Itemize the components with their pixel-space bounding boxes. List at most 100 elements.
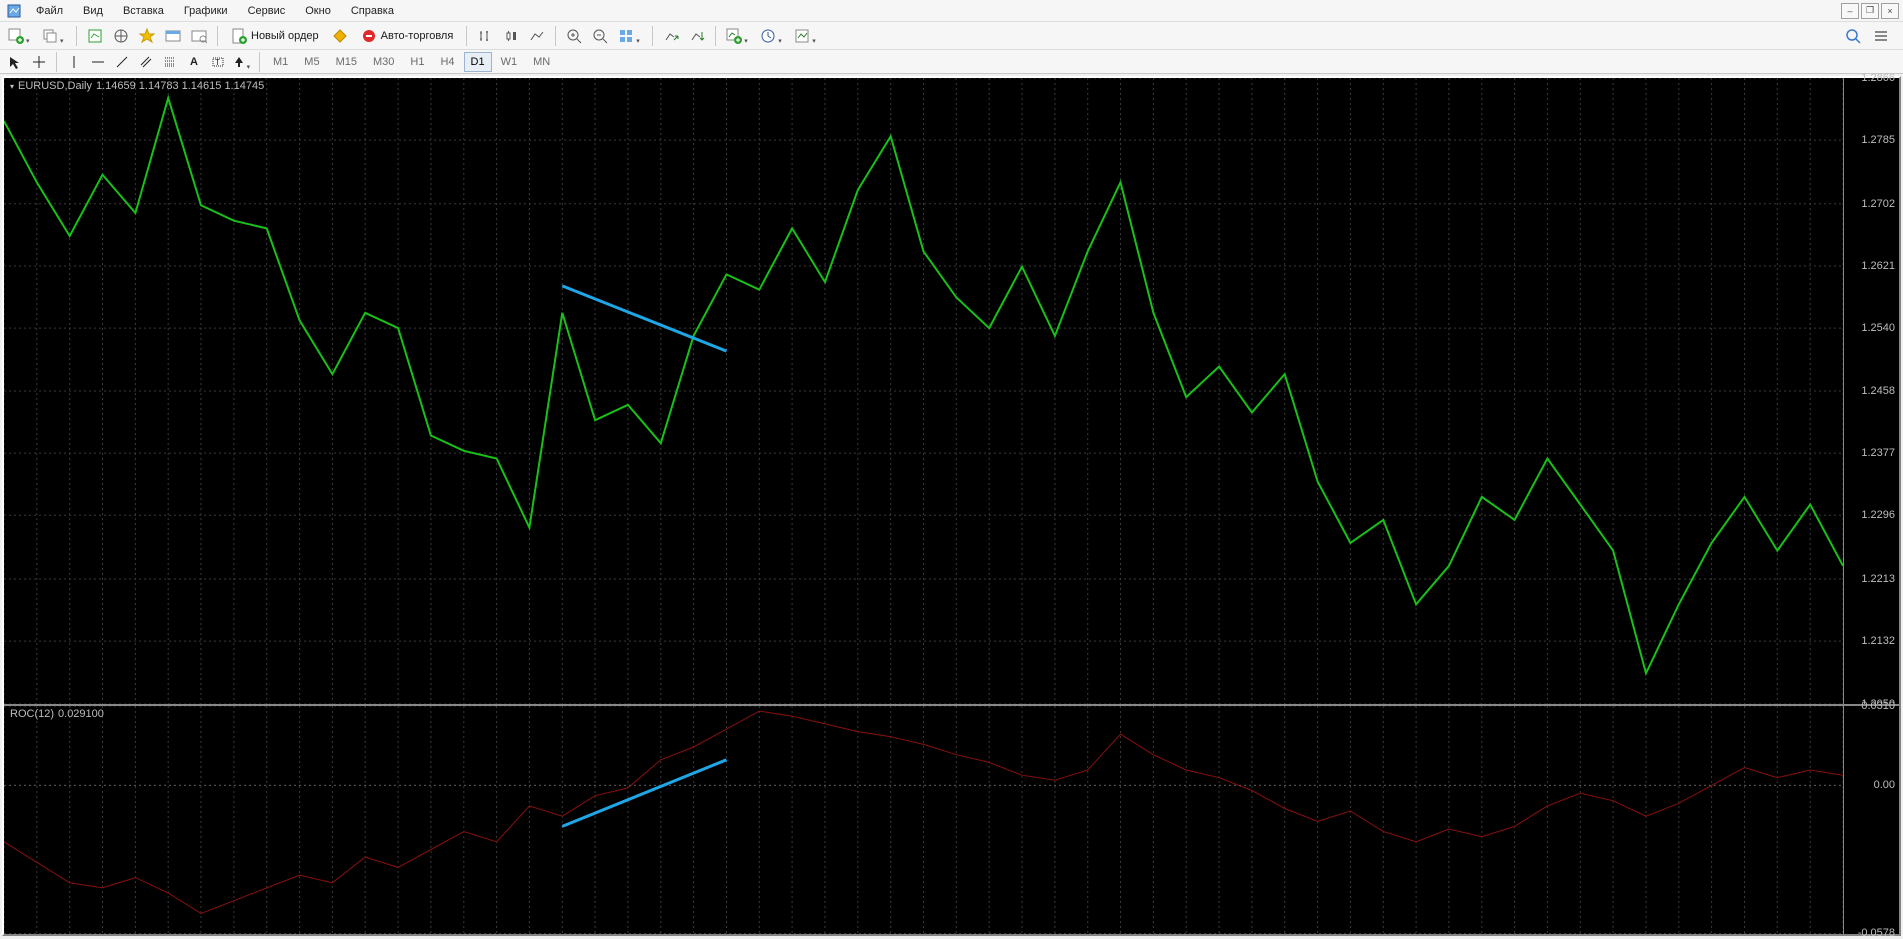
indicator-value: 0.029100 — [58, 708, 104, 720]
separator — [652, 26, 653, 46]
separator — [76, 26, 77, 46]
ytick-label: 1.2785 — [1861, 134, 1895, 146]
ytick-label: 1.2377 — [1861, 447, 1895, 459]
tile-windows-button[interactable] — [614, 25, 646, 47]
auto-trade-label: Авто-торговля — [381, 30, 454, 42]
indicator-label[interactable]: ROC(12) 0.029100 — [10, 708, 104, 720]
text-label-tool[interactable]: T — [207, 52, 229, 72]
main-plot[interactable]: EURUSD,Daily 1.14659 1.14783 1.14615 1.1… — [4, 78, 1843, 704]
ytick-label: 1.2132 — [1861, 635, 1895, 647]
ohlc-label: 1.14659 1.14783 1.14615 1.14745 — [96, 80, 264, 92]
chart-shift-button[interactable] — [685, 25, 709, 47]
timeframe-m30[interactable]: M30 — [366, 52, 401, 72]
window-controls: – ❐ × — [1841, 3, 1903, 19]
toolbar-timeframe: A T M1 M5 M15 M30 H1 H4 D1 W1 MN — [0, 50, 1903, 74]
main-series — [4, 78, 1843, 704]
menu-window[interactable]: Окно — [295, 2, 341, 20]
search-button[interactable] — [1841, 25, 1865, 47]
main-chart-label[interactable]: EURUSD,Daily 1.14659 1.14783 1.14615 1.1… — [10, 80, 264, 92]
close-button[interactable]: × — [1881, 3, 1899, 19]
ytick-label: -0.0578 — [1858, 927, 1895, 939]
chart-area: EURUSD,Daily 1.14659 1.14783 1.14615 1.1… — [2, 76, 1901, 936]
line-chart-button[interactable] — [525, 25, 549, 47]
timeframe-d1[interactable]: D1 — [464, 52, 492, 72]
fibonacci-tool[interactable] — [159, 52, 181, 72]
zoom-in-button[interactable] — [562, 25, 586, 47]
new-order-label: Новый ордер — [251, 30, 319, 42]
menubar: Файл Вид Вставка Графики Сервис Окно Спр… — [0, 0, 1903, 22]
menu-service[interactable]: Сервис — [238, 2, 296, 20]
dropdown-icon — [60, 34, 66, 38]
minimize-button[interactable]: – — [1841, 3, 1859, 19]
ytick-label: 1.2213 — [1861, 573, 1895, 585]
menu-view[interactable]: Вид — [73, 2, 113, 20]
cursor-tool[interactable] — [4, 52, 26, 72]
menu-help[interactable]: Справка — [341, 2, 404, 20]
options-button[interactable] — [1869, 25, 1893, 47]
dropdown-icon — [778, 34, 784, 38]
ytick-label: 0.0310 — [1861, 700, 1895, 712]
toolbar-right — [1841, 25, 1899, 47]
profiles-button[interactable] — [38, 25, 70, 47]
main-y-axis: 1.28661.27851.27021.26211.25401.24581.23… — [1843, 78, 1899, 704]
bar-chart-button[interactable] — [473, 25, 497, 47]
ytick-label: 1.2296 — [1861, 509, 1895, 521]
vertical-line-tool[interactable] — [63, 52, 85, 72]
indicator-pane: ROC(12) 0.029100 0.03100.00-0.0578 — [4, 704, 1899, 934]
ytick-label: 1.2702 — [1861, 198, 1895, 210]
trendline-tool[interactable] — [111, 52, 133, 72]
periods-button[interactable] — [756, 25, 788, 47]
main-chart-pane: EURUSD,Daily 1.14659 1.14783 1.14615 1.1… — [4, 78, 1899, 704]
ytick-label: 1.2458 — [1861, 385, 1895, 397]
menu-insert[interactable]: Вставка — [113, 2, 174, 20]
menu-file[interactable]: Файл — [26, 2, 73, 20]
timeframe-m5[interactable]: M5 — [297, 52, 326, 72]
separator — [217, 26, 218, 46]
symbol-label: EURUSD,Daily — [18, 80, 92, 92]
ytick-label: 0.00 — [1874, 779, 1895, 791]
text-tool[interactable]: A — [183, 52, 205, 72]
strategy-tester-button[interactable] — [187, 25, 211, 47]
auto-trade-button[interactable]: Авто-торговля — [354, 25, 461, 47]
arrows-tool[interactable] — [231, 52, 253, 72]
dropdown-icon — [812, 34, 818, 38]
dropdown-icon — [247, 60, 252, 64]
separator — [56, 52, 57, 72]
candle-chart-button[interactable] — [499, 25, 523, 47]
data-window-button[interactable] — [109, 25, 133, 47]
indicators-button[interactable] — [722, 25, 754, 47]
horizontal-line-tool[interactable] — [87, 52, 109, 72]
restore-button[interactable]: ❐ — [1861, 3, 1879, 19]
ytick-label: 1.2540 — [1861, 322, 1895, 334]
timeframe-m1[interactable]: M1 — [266, 52, 295, 72]
timeframe-mn[interactable]: MN — [526, 52, 557, 72]
terminal-button[interactable] — [161, 25, 185, 47]
metaquotes-button[interactable] — [328, 25, 352, 47]
menu-charts[interactable]: Графики — [174, 2, 238, 20]
timeframe-w1[interactable]: W1 — [494, 52, 525, 72]
dropdown-icon — [744, 34, 750, 38]
indicator-name: ROC(12) — [10, 708, 54, 720]
new-order-button[interactable]: Новый ордер — [224, 25, 326, 47]
timeframe-m15[interactable]: M15 — [329, 52, 364, 72]
equidistant-channel-tool[interactable] — [135, 52, 157, 72]
templates-button[interactable] — [790, 25, 822, 47]
market-watch-button[interactable] — [83, 25, 107, 47]
new-chart-button[interactable] — [4, 25, 36, 47]
zoom-out-button[interactable] — [588, 25, 612, 47]
indicator-y-axis: 0.03100.00-0.0578 — [1843, 706, 1899, 934]
autoscroll-button[interactable] — [659, 25, 683, 47]
dropdown-icon — [26, 34, 32, 38]
toolbar-main: Новый ордер Авто-торговля — [0, 22, 1903, 50]
ytick-label: 1.2866 — [1861, 72, 1895, 84]
separator — [715, 26, 716, 46]
timeframe-h1[interactable]: H1 — [403, 52, 431, 72]
separator — [259, 52, 260, 72]
indicator-plot[interactable]: ROC(12) 0.029100 — [4, 706, 1843, 934]
navigator-button[interactable] — [135, 25, 159, 47]
crosshair-tool[interactable] — [28, 52, 50, 72]
svg-text:T: T — [215, 58, 220, 67]
app-icon — [6, 3, 22, 19]
indicator-series — [4, 706, 1843, 934]
timeframe-h4[interactable]: H4 — [433, 52, 461, 72]
